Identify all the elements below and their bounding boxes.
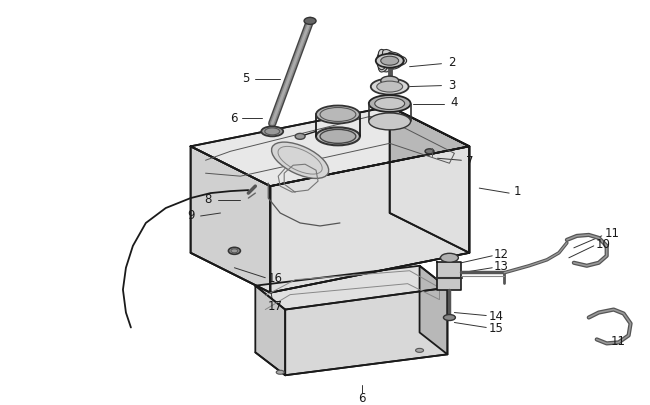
- Text: 11: 11: [611, 334, 626, 347]
- Polygon shape: [437, 262, 462, 290]
- Text: 13: 13: [494, 260, 508, 273]
- Ellipse shape: [378, 56, 390, 73]
- Ellipse shape: [320, 130, 356, 144]
- Text: 6: 6: [229, 112, 237, 125]
- Ellipse shape: [316, 106, 360, 124]
- Text: 4: 4: [450, 96, 458, 109]
- Text: 5: 5: [242, 72, 249, 85]
- Ellipse shape: [415, 349, 424, 352]
- Ellipse shape: [381, 57, 398, 66]
- Text: 15: 15: [489, 321, 504, 334]
- Text: 10: 10: [595, 238, 610, 251]
- Ellipse shape: [376, 55, 404, 68]
- Polygon shape: [255, 286, 285, 375]
- Text: 14: 14: [489, 309, 504, 322]
- Ellipse shape: [304, 18, 316, 26]
- Text: 16: 16: [268, 271, 283, 284]
- Ellipse shape: [272, 143, 329, 179]
- Ellipse shape: [441, 254, 458, 262]
- Text: 9: 9: [187, 209, 194, 222]
- Ellipse shape: [443, 315, 456, 321]
- Text: 8: 8: [204, 192, 211, 205]
- Ellipse shape: [295, 134, 305, 140]
- Polygon shape: [270, 147, 469, 293]
- Ellipse shape: [276, 370, 284, 374]
- Ellipse shape: [369, 96, 411, 113]
- Polygon shape: [419, 266, 447, 354]
- Text: 17: 17: [268, 299, 283, 312]
- Polygon shape: [190, 147, 270, 293]
- Polygon shape: [390, 107, 469, 253]
- Polygon shape: [255, 266, 447, 310]
- Text: 1: 1: [514, 184, 521, 197]
- Ellipse shape: [316, 128, 360, 146]
- Ellipse shape: [381, 77, 398, 86]
- Ellipse shape: [387, 59, 404, 70]
- Ellipse shape: [382, 58, 397, 73]
- Ellipse shape: [261, 127, 283, 137]
- Ellipse shape: [378, 50, 390, 67]
- Polygon shape: [285, 288, 447, 375]
- Ellipse shape: [382, 50, 397, 65]
- Text: 11: 11: [605, 227, 620, 240]
- Text: 2: 2: [448, 56, 455, 69]
- Text: 6: 6: [358, 391, 365, 404]
- Text: 7: 7: [465, 154, 473, 167]
- Ellipse shape: [389, 57, 407, 66]
- Ellipse shape: [228, 248, 240, 255]
- Ellipse shape: [369, 114, 411, 130]
- Ellipse shape: [377, 53, 387, 70]
- Ellipse shape: [375, 98, 405, 110]
- Ellipse shape: [370, 79, 409, 95]
- Ellipse shape: [425, 149, 434, 154]
- Ellipse shape: [377, 82, 402, 93]
- Text: 12: 12: [494, 248, 509, 261]
- Polygon shape: [190, 107, 469, 187]
- Text: 3: 3: [448, 79, 455, 92]
- Ellipse shape: [387, 53, 404, 64]
